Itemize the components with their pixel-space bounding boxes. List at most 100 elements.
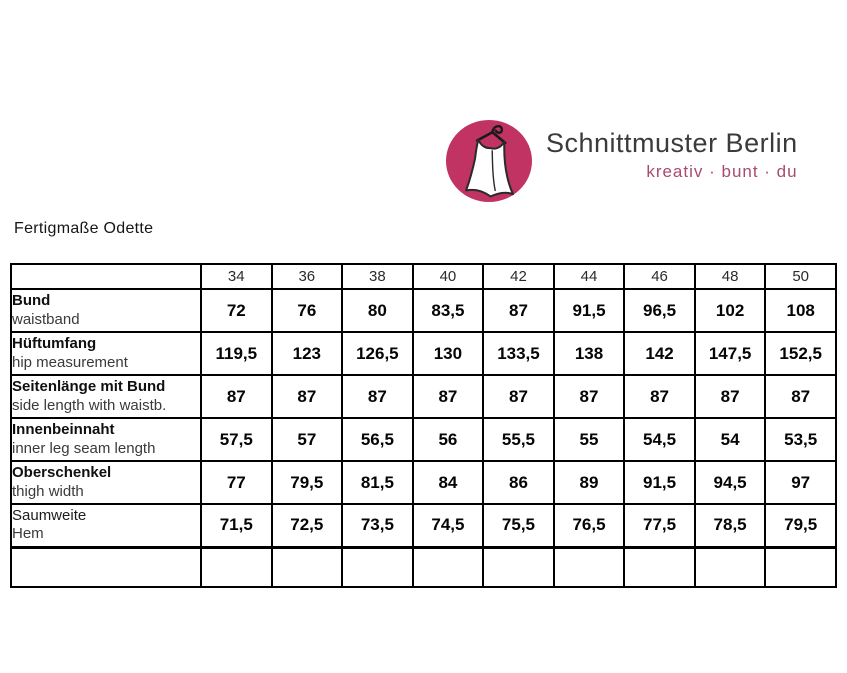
measurement-value: 55,5 <box>482 417 555 462</box>
measurement-label: Bund waistband <box>10 288 202 333</box>
measurement-value: 138 <box>552 331 626 376</box>
empty-cell <box>482 546 555 588</box>
size-column-header: 38 <box>341 263 414 290</box>
empty-cell <box>552 546 626 588</box>
measurement-value: 102 <box>693 288 767 333</box>
empty-cell <box>341 546 414 588</box>
measurement-value: 75,5 <box>482 503 555 549</box>
measurement-value: 94,5 <box>693 460 767 505</box>
measurement-value: 78,5 <box>693 503 767 549</box>
size-column-header: 44 <box>552 263 626 290</box>
measurement-label: Oberschenkel thigh width <box>10 460 202 505</box>
measurement-value: 96,5 <box>623 288 696 333</box>
measurement-value: 91,5 <box>623 460 696 505</box>
measurement-label: Hüftumfang hip measurement <box>10 331 202 376</box>
measurement-row: Bund waistband 72 76 80 83,5 87 91,5 96,5 102 108 <box>10 288 837 333</box>
size-column-header: 34 <box>200 263 273 290</box>
corner-cell <box>10 263 202 290</box>
label-english: Hem <box>12 525 44 543</box>
empty-cell <box>10 546 202 588</box>
measurement-row: Saumweite Hem 71,5 72,5 73,5 74,5 75,5 76,5 77,5… <box>10 503 837 549</box>
label-english: inner leg seam length <box>12 439 156 457</box>
measurement-value: 87 <box>200 374 273 419</box>
label-english: thigh width <box>12 482 84 500</box>
measurement-value: 87 <box>270 374 344 419</box>
measurement-value: 130 <box>411 331 485 376</box>
measurement-value: 86 <box>482 460 555 505</box>
empty-cell <box>411 546 485 588</box>
size-column-header: 40 <box>411 263 485 290</box>
measurement-value: 72,5 <box>270 503 344 549</box>
measurement-value: 54 <box>693 417 767 462</box>
measurement-value: 76,5 <box>552 503 626 549</box>
measurement-value: 77 <box>200 460 273 505</box>
label-german: Innenbeinnaht <box>12 420 115 438</box>
measurement-value: 57 <box>270 417 344 462</box>
measurement-value: 142 <box>623 331 696 376</box>
size-column-header: 36 <box>270 263 344 290</box>
size-column-header: 48 <box>693 263 767 290</box>
measurement-value: 54,5 <box>623 417 696 462</box>
measurement-value: 87 <box>764 374 837 419</box>
measurement-value: 87 <box>623 374 696 419</box>
measurement-value: 72 <box>200 288 273 333</box>
label-german: Bund <box>12 291 51 309</box>
empty-cell <box>270 546 344 588</box>
measurement-row: Innenbeinnaht inner leg seam length 57,5 57… <box>10 417 837 462</box>
measurement-value: 56,5 <box>341 417 414 462</box>
measurement-value: 71,5 <box>200 503 273 549</box>
empty-cell <box>200 546 273 588</box>
measurement-value: 126,5 <box>341 331 414 376</box>
measurement-value: 147,5 <box>693 331 767 376</box>
label-german: Oberschenkel <box>12 463 112 481</box>
label-german: Hüftumfang <box>12 334 97 352</box>
measurement-value: 119,5 <box>200 331 273 376</box>
empty-cell <box>764 546 837 588</box>
measurement-value: 80 <box>341 288 414 333</box>
page-title: Fertigmaße Odette <box>14 220 154 237</box>
measurement-value: 55 <box>552 417 626 462</box>
measurement-value: 89 <box>552 460 626 505</box>
size-column-header: 42 <box>482 263 555 290</box>
label-english: hip measurement <box>12 353 128 371</box>
dress-on-hanger-icon <box>446 120 532 202</box>
measurement-value: 133,5 <box>482 331 555 376</box>
measurement-value: 53,5 <box>764 417 837 462</box>
measurement-label: Seitenlänge mit Bund side length with wai… <box>10 374 202 419</box>
measurement-value: 77,5 <box>623 503 696 549</box>
brand-logo: Schnittmuster Berlin kreativ · bunt · du <box>445 116 798 204</box>
measurement-value: 87 <box>482 288 555 333</box>
size-column-header: 46 <box>623 263 696 290</box>
empty-row <box>10 546 837 588</box>
measurement-value: 87 <box>482 374 555 419</box>
brand-name: Schnittmuster Berlin <box>546 128 798 158</box>
measurement-label: Saumweite Hem <box>10 503 202 549</box>
empty-cell <box>693 546 767 588</box>
measurement-label: Innenbeinnaht inner leg seam length <box>10 417 202 462</box>
measurement-value: 108 <box>764 288 837 333</box>
measurement-value: 123 <box>270 331 344 376</box>
brand-tagline: kreativ · bunt · du <box>646 161 798 181</box>
measurement-value: 74,5 <box>411 503 485 549</box>
label-german: Seitenlänge mit Bund <box>12 377 166 395</box>
label-english: waistband <box>12 310 80 328</box>
measurement-row: Seitenlänge mit Bund side length with wai… <box>10 374 837 419</box>
measurement-value: 152,5 <box>764 331 837 376</box>
label-german: Saumweite <box>12 506 87 524</box>
measurement-value: 87 <box>552 374 626 419</box>
brand-text: Schnittmuster Berlin kreativ · bunt · du <box>546 116 798 182</box>
measurement-value: 87 <box>341 374 414 419</box>
empty-cell <box>623 546 696 588</box>
measurement-value: 79,5 <box>764 503 837 549</box>
measurement-value: 87 <box>411 374 485 419</box>
measurement-value: 87 <box>693 374 767 419</box>
measurement-value: 84 <box>411 460 485 505</box>
size-header-row: 34 36 38 40 42 44 46 48 50 <box>10 263 837 290</box>
measurement-row: Oberschenkel thigh width 77 79,5 81,5 84 86 89 9… <box>10 460 837 505</box>
measurement-value: 81,5 <box>341 460 414 505</box>
measurement-row: Hüftumfang hip measurement 119,5 123 126,5 13… <box>10 331 837 376</box>
measurement-value: 97 <box>764 460 837 505</box>
size-measurement-table: 34 36 38 40 42 44 46 48 50 Bund waistband 72 76 80 83… <box>10 263 837 588</box>
measurement-value: 56 <box>411 417 485 462</box>
measurement-value: 76 <box>270 288 344 333</box>
